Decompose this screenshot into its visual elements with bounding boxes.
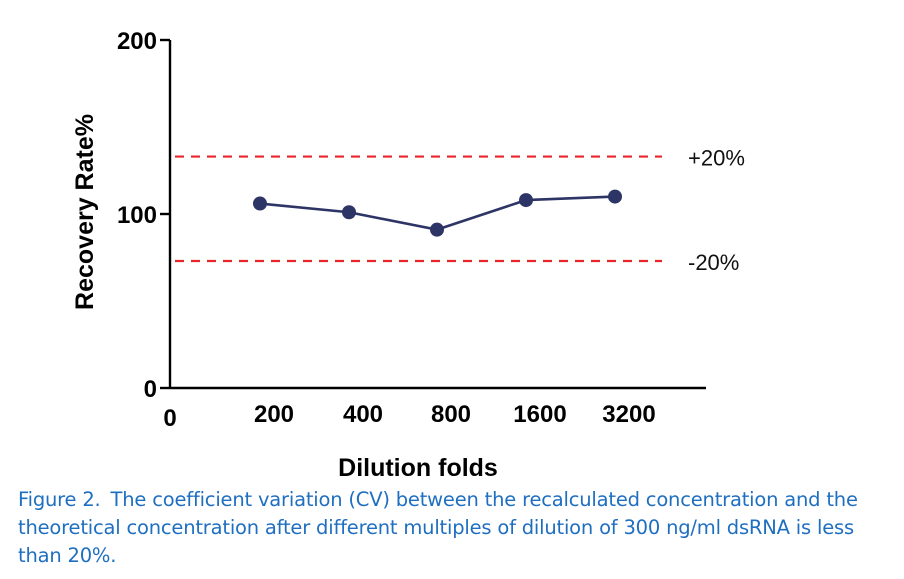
recovery-rate-chart: +20% -20% 0 100 200 0 200 400 800 1600 3200 Dilut… (71, 28, 745, 482)
y-tick-label-2: 200 (117, 28, 157, 55)
data-point-3 (519, 193, 533, 208)
data-point-2 (430, 222, 444, 237)
x-tick-label-4: 3200 (602, 401, 655, 428)
reference-lines: +20% -20% (175, 146, 745, 275)
data-point-4 (608, 189, 622, 204)
x-tick-label-2: 800 (431, 401, 471, 428)
x-axis-title: Dilution folds (338, 454, 498, 482)
y-tick-label-1: 100 (117, 202, 157, 229)
axes: 0 100 200 0 200 400 800 1600 3200 (117, 28, 706, 432)
data-series (253, 189, 622, 237)
reference-line-label-0: +20% (688, 146, 745, 171)
x-origin-label: 0 (163, 405, 176, 432)
data-point-1 (342, 205, 356, 220)
figure-caption-text: The coefficient variation (CV) between t… (18, 488, 858, 567)
x-tick-label-0: 200 (254, 401, 294, 428)
data-point-0 (253, 196, 267, 211)
y-axis-title: Recovery Rate% (71, 114, 99, 310)
figure-label: Figure 2. (18, 488, 101, 511)
axis-labels: Dilution folds Recovery Rate% (71, 114, 498, 482)
x-tick-label-3: 1600 (513, 401, 566, 428)
x-tick-label-1: 400 (343, 401, 383, 428)
reference-line-label-1: -20% (688, 250, 739, 275)
figure-caption: Figure 2. The coefficient variation (CV) … (18, 486, 888, 570)
y-tick-label-0: 0 (144, 376, 157, 403)
